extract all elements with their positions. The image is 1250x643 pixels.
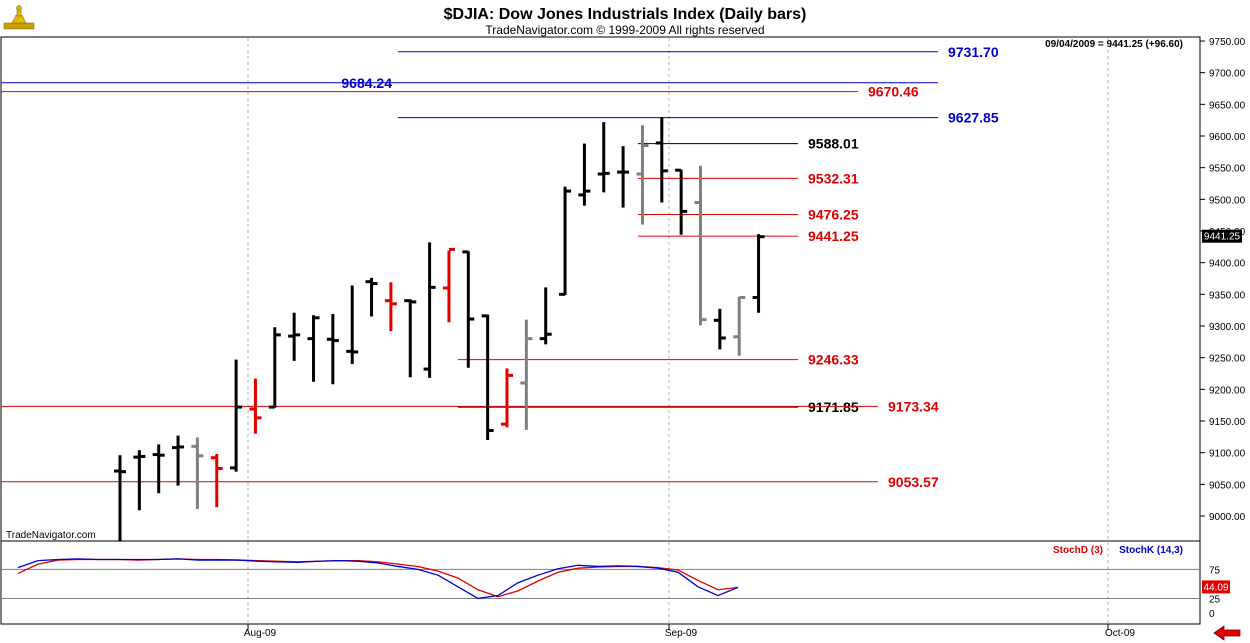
watermark: TradeNavigator.com <box>6 530 96 541</box>
ohlc-bar <box>636 125 649 225</box>
price-level-label: 9532.31 <box>808 170 859 186</box>
stoch-series-line <box>17 558 739 600</box>
ohlc-bar <box>191 437 204 510</box>
chart-title: $DJIA: Dow Jones Industrials Index (Dail… <box>444 6 807 23</box>
ohlc-bar <box>617 146 630 208</box>
price-level-label: 9684.24 <box>341 75 392 91</box>
ohlc-bar <box>268 327 281 409</box>
ohlc-bar <box>346 285 359 364</box>
ohlc-bar <box>249 378 262 434</box>
y-tick-label: 9350.00 <box>1209 290 1246 301</box>
ohlc-bar <box>559 186 572 296</box>
last-price-label: 9441.25 <box>1204 232 1241 243</box>
legend-stochk: StochK (14,3) <box>1119 545 1183 556</box>
ohlc-bar <box>713 308 726 350</box>
stoch-tick-label: 0 <box>1209 609 1215 620</box>
y-tick-label: 9100.00 <box>1209 449 1246 460</box>
y-tick-label: 9550.00 <box>1209 164 1246 175</box>
y-tick-label: 9200.00 <box>1209 385 1246 396</box>
trophy-logo-icon[interactable] <box>3 5 35 30</box>
ohlc-bar <box>578 143 591 206</box>
price-level-label: 9441.25 <box>808 228 859 244</box>
ohlc-bar <box>675 168 688 235</box>
last-bar-info: 09/04/2009 = 9441.25 (+96.60) <box>1045 39 1183 50</box>
ohlc-bar <box>365 277 378 317</box>
ohlc-bar <box>404 299 417 378</box>
price-level-label: 9588.01 <box>808 136 859 152</box>
price-axis: 9750.00 9700.00 9650.00 9600.00 9550.00 9500.… <box>1200 37 1246 523</box>
time-axis: Aug-09 Sep-09 Oct-09 <box>1 623 1200 639</box>
stoch-tick-label: 25 <box>1209 594 1221 605</box>
ohlc-bar <box>501 368 513 428</box>
price-level-label: 9246.33 <box>808 352 859 368</box>
ohlc-bar <box>326 313 339 385</box>
ohlc-bar <box>481 314 494 440</box>
ohlc-bar <box>442 247 455 323</box>
ohlc-bar <box>172 435 185 486</box>
ohlc-bars <box>114 117 765 542</box>
ohlc-bar <box>288 312 301 361</box>
ohlc-bar <box>597 122 610 193</box>
price-level-label: 9670.46 <box>868 84 919 100</box>
price-level-label: 9053.57 <box>888 474 939 490</box>
stoch-tick-label: 75 <box>1209 565 1221 576</box>
ohlc-bar <box>114 455 126 542</box>
y-tick-label: 9400.00 <box>1209 259 1246 270</box>
ohlc-bar <box>752 234 765 313</box>
y-tick-label: 9600.00 <box>1209 132 1246 143</box>
y-tick-label: 9500.00 <box>1209 195 1246 206</box>
ohlc-bar <box>520 319 533 430</box>
y-tick-label: 9250.00 <box>1209 354 1246 365</box>
chart-subtitle: TradeNavigator.com © 1999-2009 All right… <box>485 23 764 37</box>
ohlc-bar <box>384 282 397 332</box>
price-level-label: 9731.70 <box>948 44 999 60</box>
x-tick-label: Aug-09 <box>244 628 277 639</box>
ohlc-bar <box>694 165 707 326</box>
stoch-last-value-label: 44.09 <box>1203 582 1228 593</box>
ohlc-bar <box>423 242 436 378</box>
ohlc-bar <box>462 250 475 368</box>
ohlc-bar <box>230 359 243 472</box>
y-tick-label: 9750.00 <box>1209 37 1246 48</box>
x-tick-label: Oct-09 <box>1105 628 1135 639</box>
ohlc-bar <box>539 287 552 345</box>
stochastic-panel: 75 25 0 44.09 <box>1 558 1230 620</box>
x-tick-label: Sep-09 <box>665 628 698 639</box>
price-levels: 9731.70 9684.24 9670.46 9627.85 9588.01 9532.… <box>1 44 999 490</box>
last-price-tag: 9441.25 <box>1202 229 1242 243</box>
y-tick-label: 9050.00 <box>1209 480 1246 491</box>
ohlc-bar <box>655 117 668 203</box>
price-level-label: 9476.25 <box>808 207 859 223</box>
y-tick-label: 9700.00 <box>1209 69 1246 80</box>
y-tick-label: 9150.00 <box>1209 417 1246 428</box>
grid <box>247 38 1109 624</box>
legend-stochd: StochD (3) <box>1053 545 1103 556</box>
ohlc-bar <box>133 450 146 511</box>
y-tick-label: 9650.00 <box>1209 100 1246 111</box>
price-level-label: 9627.85 <box>948 110 999 126</box>
price-level-label: 9173.34 <box>888 398 939 414</box>
ohlc-bar <box>152 444 165 494</box>
price-level-label: 9171.85 <box>808 399 859 415</box>
back-arrow-icon[interactable] <box>1213 625 1241 641</box>
ohlc-bar <box>210 453 223 508</box>
ohlc-bar <box>733 296 746 356</box>
y-tick-label: 9000.00 <box>1209 512 1246 523</box>
ohlc-bar <box>307 315 320 382</box>
y-tick-label: 9300.00 <box>1209 322 1246 333</box>
stoch-last-value-tag <box>1202 580 1230 594</box>
